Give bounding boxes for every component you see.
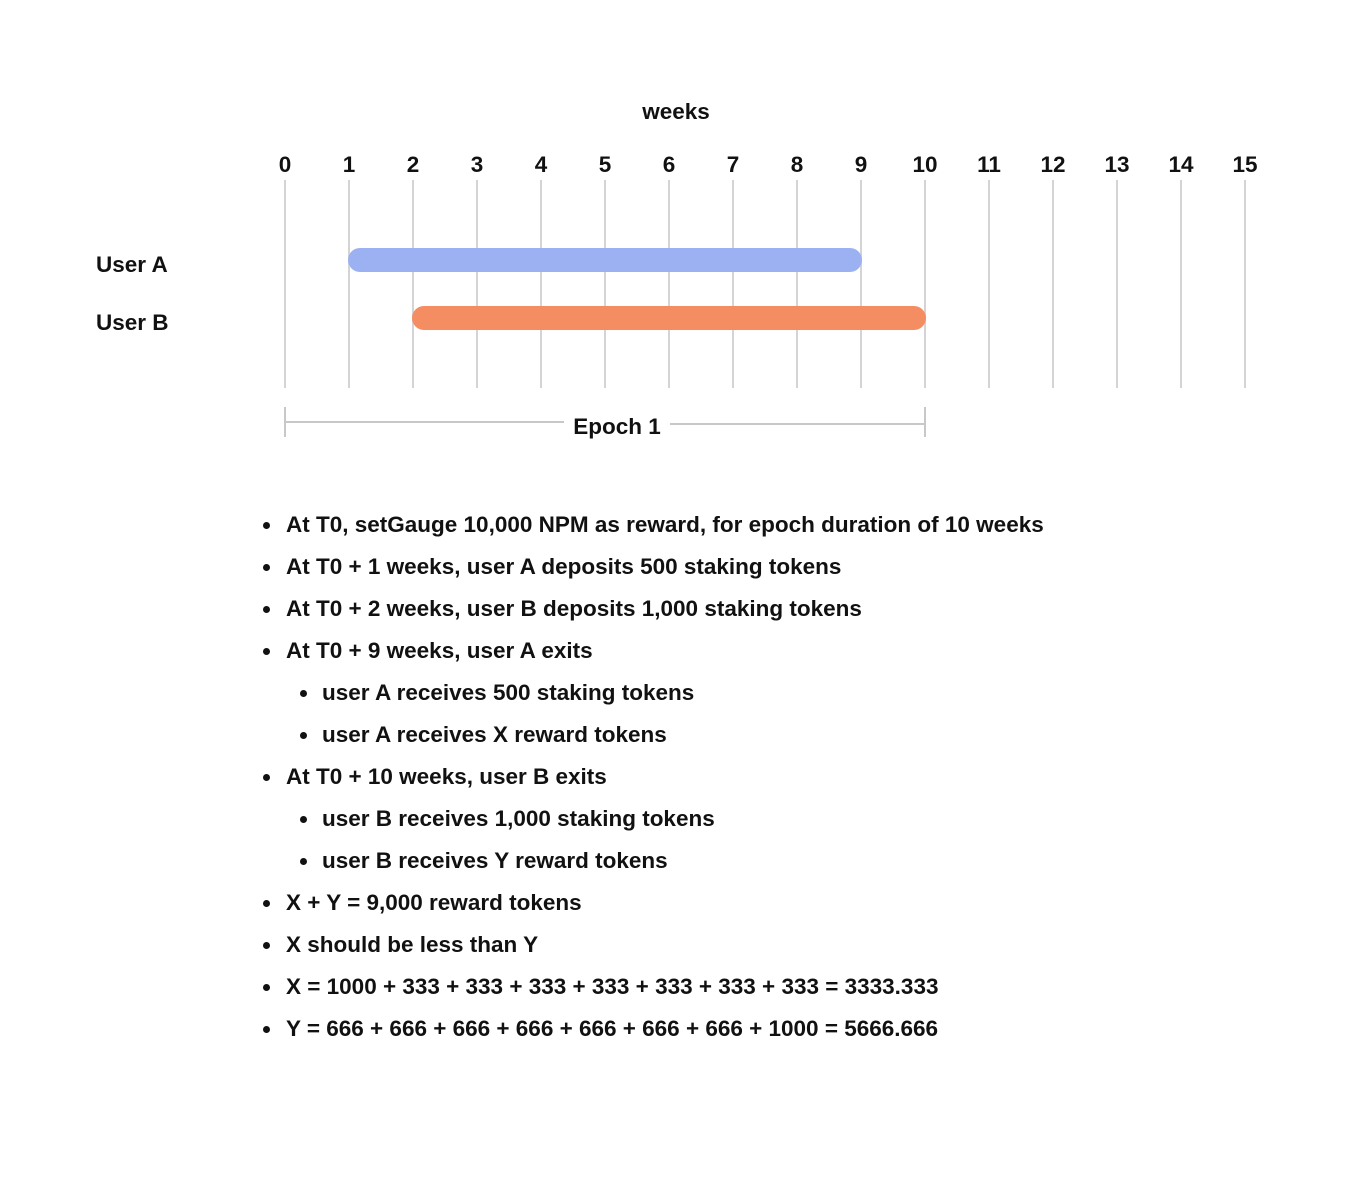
week-gridlines — [284, 180, 1246, 388]
note-text: X + Y = 9,000 reward tokens — [286, 890, 582, 915]
axis-title: weeks — [641, 99, 710, 124]
user-label: User A — [96, 252, 168, 277]
note-subitem: user B receives Y reward tokens — [0, 840, 1352, 882]
note-text: At T0, setGauge 10,000 NPM as reward, fo… — [286, 512, 1044, 537]
tick-label: 8 — [791, 152, 804, 177]
scenario-notes-list: At T0, setGauge 10,000 NPM as reward, fo… — [0, 504, 1352, 1050]
note-subitem: user A receives 500 staking tokens — [0, 672, 1352, 714]
bullet-icon — [263, 900, 270, 907]
note-text: user A receives X reward tokens — [322, 722, 667, 747]
note-item: At T0 + 2 weeks, user B deposits 1,000 s… — [0, 588, 1352, 630]
tick-label: 0 — [279, 152, 292, 177]
week-tick-labels: 0 1 2 3 4 5 6 7 8 9 10 11 12 13 14 15 — [279, 152, 1258, 177]
epoch-bracket: Epoch 1 — [284, 407, 926, 439]
note-text: user B receives 1,000 staking tokens — [322, 806, 715, 831]
bullet-icon — [300, 816, 307, 823]
tick-label: 10 — [912, 152, 937, 177]
note-text: X = 1000 + 333 + 333 + 333 + 333 + 333 +… — [286, 974, 939, 999]
bullet-icon — [300, 858, 307, 865]
bullet-icon — [300, 732, 307, 739]
note-subitem: user A receives X reward tokens — [0, 714, 1352, 756]
epoch-label: Epoch 1 — [573, 414, 661, 439]
tick-label: 7 — [727, 152, 740, 177]
tick-label: 9 — [855, 152, 868, 177]
note-text: At T0 + 9 weeks, user A exits — [286, 638, 593, 663]
note-item: At T0, setGauge 10,000 NPM as reward, fo… — [0, 504, 1352, 546]
week-timeline-diagram: weeks 0 1 2 3 4 5 6 7 8 9 10 11 12 13 14 15 User AUser … — [96, 99, 1258, 439]
note-item: At T0 + 9 weeks, user A exits — [0, 630, 1352, 672]
tick-label: 13 — [1104, 152, 1129, 177]
bullet-icon — [300, 690, 307, 697]
note-item: Y = 666 + 666 + 666 + 666 + 666 + 666 + … — [0, 1008, 1352, 1050]
tick-label: 6 — [663, 152, 676, 177]
bullet-icon — [263, 774, 270, 781]
tick-label: 5 — [599, 152, 612, 177]
note-item: At T0 + 10 weeks, user B exits — [0, 756, 1352, 798]
bullet-icon — [263, 1026, 270, 1033]
note-item: X + Y = 9,000 reward tokens — [0, 882, 1352, 924]
bullet-icon — [263, 648, 270, 655]
note-text: Y = 666 + 666 + 666 + 666 + 666 + 666 + … — [286, 1016, 939, 1041]
bullet-icon — [263, 942, 270, 949]
bullet-icon — [263, 606, 270, 613]
tick-label: 3 — [471, 152, 484, 177]
user-label: User B — [96, 310, 169, 335]
tick-label: 14 — [1168, 152, 1194, 177]
tick-label: 1 — [343, 152, 356, 177]
note-item: X should be less than Y — [0, 924, 1352, 966]
tick-label: 12 — [1040, 152, 1065, 177]
user-bars: User A User B — [96, 248, 926, 335]
tick-label: 11 — [977, 152, 1001, 177]
bullet-icon — [263, 522, 270, 529]
note-subitem: user B receives 1,000 staking tokens — [0, 798, 1352, 840]
bullet-icon — [263, 564, 270, 571]
tick-label: 2 — [407, 152, 420, 177]
note-text: user A receives 500 staking tokens — [322, 680, 695, 705]
note-item: At T0 + 1 weeks, user A deposits 500 sta… — [0, 546, 1352, 588]
note-text: At T0 + 10 weeks, user B exits — [286, 764, 607, 789]
tick-label: 15 — [1232, 152, 1257, 177]
note-text: At T0 + 1 weeks, user A deposits 500 sta… — [286, 554, 842, 579]
note-item: X = 1000 + 333 + 333 + 333 + 333 + 333 +… — [0, 966, 1352, 1008]
note-text: X should be less than Y — [286, 932, 539, 957]
tick-label: 4 — [535, 152, 548, 177]
note-text: user B receives Y reward tokens — [322, 848, 668, 873]
bullet-icon — [263, 984, 270, 991]
note-text: At T0 + 2 weeks, user B deposits 1,000 s… — [286, 596, 862, 621]
